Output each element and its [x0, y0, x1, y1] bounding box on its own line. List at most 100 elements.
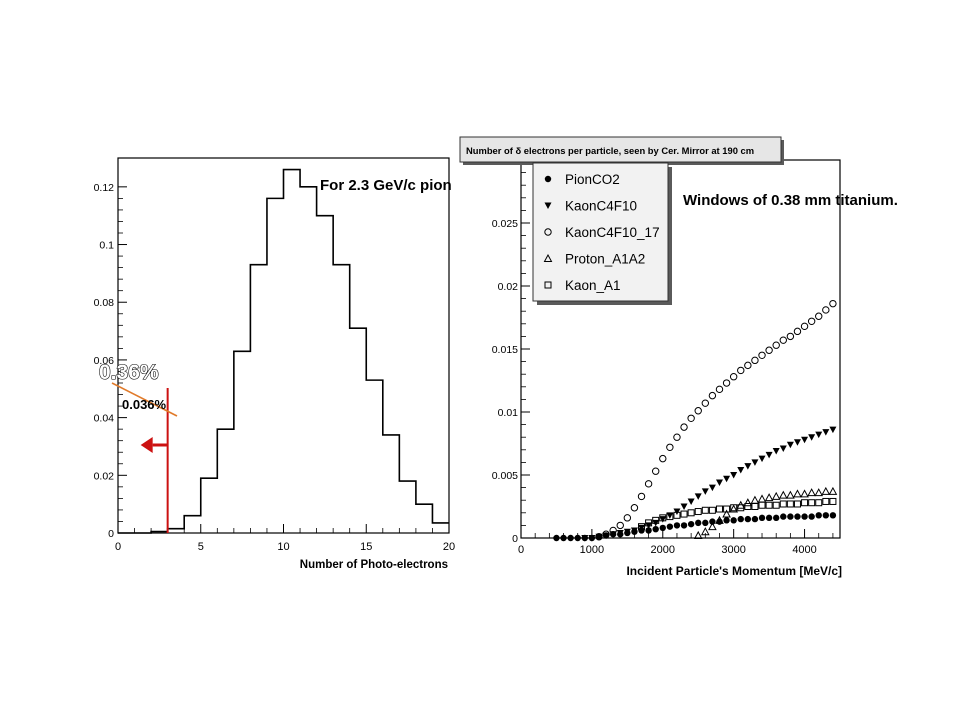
data-point	[687, 520, 695, 528]
annotation-slash-line	[111, 382, 178, 417]
data-point	[708, 391, 717, 400]
data-point	[794, 513, 801, 520]
data-point	[801, 513, 808, 520]
left-histogram-panel: 0 0.02 0.04 0.06 0.08 0.1 0.12 0 5 10 15 20 For 2.3…	[94, 157, 456, 571]
legend-entry-label: Kaon_A1	[565, 278, 621, 293]
data-point	[808, 513, 815, 520]
data-point	[595, 533, 603, 541]
data-point	[680, 510, 688, 518]
data-point	[701, 488, 709, 495]
data-point	[822, 497, 830, 505]
data-point	[829, 497, 837, 505]
filled-triangle-down-marker-icon	[544, 202, 552, 209]
big-percentage-label: 0.36%	[99, 361, 159, 384]
data-point	[773, 514, 780, 522]
data-point	[666, 443, 674, 451]
legend-entry-label: KaonC4F10_17	[565, 225, 660, 240]
left-y-tick-label: 0.04	[94, 413, 115, 425]
data-point	[645, 527, 652, 534]
left-x-tick-label: 15	[360, 541, 372, 553]
data-point	[708, 484, 716, 492]
data-point	[822, 429, 830, 436]
left-y-tick-label: 0.02	[94, 470, 115, 482]
data-point	[645, 519, 653, 527]
data-point	[815, 499, 823, 507]
data-point	[737, 515, 744, 523]
data-point	[807, 317, 816, 325]
data-point	[822, 306, 830, 314]
data-point	[779, 445, 787, 453]
data-point	[659, 524, 666, 532]
data-point	[687, 414, 695, 422]
data-point	[758, 514, 766, 522]
data-point	[651, 467, 660, 475]
right-axis-ticks: 0 0.005 0.01 0.015 0.02 0.025 0 1000 2000 3000 400…	[492, 172, 834, 556]
data-point	[730, 472, 738, 479]
data-point	[609, 526, 617, 535]
data-point	[695, 519, 702, 527]
data-point	[815, 512, 822, 519]
data-point	[793, 327, 802, 336]
data-point	[807, 488, 816, 497]
legend-box	[532, 162, 669, 302]
data-point	[751, 459, 759, 466]
data-point	[744, 515, 752, 523]
data-point	[780, 513, 787, 520]
legend-entry-label: Proton_A1A2	[565, 252, 645, 267]
data-point	[815, 312, 823, 320]
data-point	[694, 493, 702, 500]
data-point	[673, 508, 681, 516]
data-point	[828, 486, 838, 495]
data-point	[772, 501, 780, 509]
data-point	[659, 514, 667, 522]
data-point	[673, 522, 681, 529]
data-point	[680, 503, 688, 510]
data-point	[581, 535, 589, 542]
small-percentage-label: 0.036%	[122, 397, 167, 412]
data-point	[701, 506, 709, 514]
data-point	[602, 530, 610, 538]
data-point	[829, 426, 837, 434]
right-title-box	[459, 136, 782, 163]
data-point	[779, 500, 787, 508]
data-point	[786, 490, 795, 499]
data-point	[744, 503, 752, 510]
data-point	[638, 524, 646, 532]
data-point	[666, 513, 674, 521]
data-point	[758, 455, 766, 463]
data-point	[765, 346, 773, 354]
data-point	[616, 521, 624, 530]
left-x-axis-label: Number of Photo-electrons	[300, 559, 448, 571]
open-square-marker-icon	[544, 281, 552, 289]
data-point	[715, 385, 724, 394]
data-point	[708, 506, 716, 514]
data-point	[567, 534, 574, 542]
data-point	[765, 501, 773, 509]
data-point	[744, 361, 752, 370]
right-x-tick-label: 2000	[651, 544, 675, 556]
data-point	[815, 431, 823, 439]
data-point	[693, 530, 703, 539]
series-KaonC4F10	[581, 426, 837, 542]
right-scatter-panel: 0 0.005 0.01 0.015 0.02 0.025 0 1000 2000 3000 400…	[459, 136, 898, 578]
left-y-tick-label: 0.06	[94, 355, 115, 367]
data-point	[708, 522, 717, 531]
left-plot-frame	[117, 157, 450, 534]
data-point	[680, 522, 688, 529]
data-point	[715, 505, 723, 513]
data-point	[808, 499, 816, 507]
data-point	[602, 532, 610, 539]
data-point	[553, 534, 560, 542]
data-point	[751, 356, 759, 365]
left-x-tick-label: 0	[115, 541, 121, 553]
data-point	[673, 433, 681, 441]
data-point	[730, 517, 737, 524]
data-point	[821, 486, 831, 495]
data-point	[737, 466, 745, 474]
left-x-tick-label: 5	[198, 541, 204, 553]
data-point	[786, 500, 794, 508]
right-y-tick-label: 0.015	[492, 344, 518, 356]
data-point	[743, 498, 753, 507]
left-axis-ticks: 0 0.02 0.04 0.06 0.08 0.1 0.12 0 5 10 15 20	[94, 182, 456, 553]
